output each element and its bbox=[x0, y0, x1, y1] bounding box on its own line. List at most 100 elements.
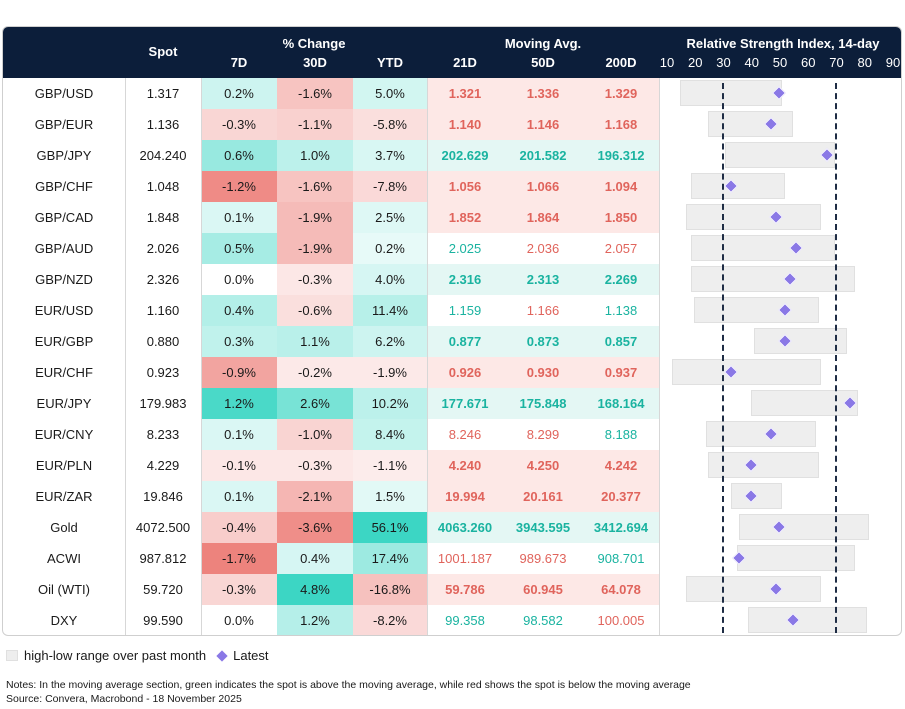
moving-avg-50d: 0.873 bbox=[503, 326, 583, 357]
change-ytd: 3.7% bbox=[353, 140, 427, 171]
moving-avg-200d: 1.138 bbox=[583, 295, 659, 326]
spot-value: 1.160 bbox=[146, 303, 180, 318]
change-7d: -0.3% bbox=[201, 109, 277, 140]
header-21d: 21D bbox=[453, 55, 477, 70]
change-ytd: 1.5% bbox=[353, 481, 427, 512]
change-7d: 0.1% bbox=[201, 202, 277, 233]
instrument-name: EUR/PLN bbox=[35, 458, 93, 473]
change-30d: -1.6% bbox=[277, 171, 353, 202]
moving-avg-21d: 0.877 bbox=[427, 326, 503, 357]
source-text: Source: Convera, Macrobond - 18 November… bbox=[6, 693, 242, 705]
spot-value: 987.812 bbox=[139, 551, 187, 566]
instrument-name: ACWI bbox=[47, 551, 81, 566]
rsi-tick-label: 70 bbox=[829, 55, 844, 70]
moving-avg-50d: 1.166 bbox=[503, 295, 583, 326]
spot-value: 8.233 bbox=[146, 427, 180, 442]
change-ytd: 0.2% bbox=[353, 233, 427, 264]
moving-avg-21d: 2.316 bbox=[427, 264, 503, 295]
rsi-tick-label: 90 bbox=[885, 55, 901, 70]
change-7d: -0.1% bbox=[201, 450, 277, 481]
moving-avg-21d: 1.321 bbox=[427, 78, 503, 109]
moving-avg-200d: 20.377 bbox=[583, 481, 659, 512]
header-ytd: YTD bbox=[377, 55, 403, 70]
instrument-name: GBP/EUR bbox=[34, 117, 94, 132]
moving-avg-50d: 1.336 bbox=[503, 78, 583, 109]
instrument-name: EUR/GBP bbox=[34, 334, 94, 349]
legend-latest-label: Latest bbox=[233, 648, 269, 663]
table-row: GBP/USD 1.317 0.2% -1.6% 5.0% 1.321 1.336 1.329 bbox=[3, 78, 901, 109]
rsi-range-bar bbox=[705, 421, 816, 447]
change-30d: 4.8% bbox=[277, 574, 353, 605]
moving-avg-21d: 59.786 bbox=[427, 574, 503, 605]
table-row: EUR/CHF 0.923 -0.9% -0.2% -1.9% 0.926 0.930 0.9… bbox=[3, 357, 901, 388]
rsi-range-bar bbox=[680, 80, 782, 106]
moving-avg-50d: 1.146 bbox=[503, 109, 583, 140]
moving-avg-200d: 196.312 bbox=[583, 140, 659, 171]
moving-avg-50d: 989.673 bbox=[503, 543, 583, 574]
table-row: EUR/PLN 4.229 -0.1% -0.3% -1.1% 4.240 4.250 4.2… bbox=[3, 450, 901, 481]
rsi-range-bar bbox=[694, 297, 819, 323]
change-7d: 0.6% bbox=[201, 140, 277, 171]
table-row: EUR/ZAR 19.846 0.1% -2.1% 1.5% 19.994 20.161 20… bbox=[3, 481, 901, 512]
moving-avg-200d: 4.242 bbox=[583, 450, 659, 481]
spot-value: 19.846 bbox=[143, 489, 183, 504]
spot-value: 204.240 bbox=[139, 148, 187, 163]
change-30d: -1.6% bbox=[277, 78, 353, 109]
change-7d: 0.5% bbox=[201, 233, 277, 264]
moving-avg-50d: 20.161 bbox=[503, 481, 583, 512]
moving-avg-200d: 168.164 bbox=[583, 388, 659, 419]
moving-avg-200d: 8.188 bbox=[583, 419, 659, 450]
moving-avg-200d: 1.329 bbox=[583, 78, 659, 109]
change-ytd: 17.4% bbox=[353, 543, 427, 574]
moving-avg-200d: 2.269 bbox=[583, 264, 659, 295]
header-spot: Spot bbox=[148, 44, 178, 59]
moving-avg-50d: 98.582 bbox=[503, 605, 583, 635]
moving-avg-200d: 3412.694 bbox=[583, 512, 659, 543]
rsi-range-bar bbox=[691, 235, 836, 261]
moving-avg-21d: 19.994 bbox=[427, 481, 503, 512]
table-row: EUR/GBP 0.880 0.3% 1.1% 6.2% 0.877 0.873 0.857 bbox=[3, 326, 901, 357]
divider bbox=[427, 78, 428, 635]
change-ytd: 10.2% bbox=[353, 388, 427, 419]
spot-value: 1.848 bbox=[146, 210, 180, 225]
rsi-range-bar bbox=[685, 576, 822, 602]
change-7d: -1.7% bbox=[201, 543, 277, 574]
change-ytd: 11.4% bbox=[353, 295, 427, 326]
change-ytd: 6.2% bbox=[353, 326, 427, 357]
rsi-threshold-line bbox=[834, 83, 837, 633]
moving-avg-21d: 1.056 bbox=[427, 171, 503, 202]
instrument-name: EUR/USD bbox=[34, 303, 94, 318]
moving-avg-200d: 64.078 bbox=[583, 574, 659, 605]
spot-value: 99.590 bbox=[143, 613, 183, 628]
spot-value: 1.317 bbox=[146, 86, 180, 101]
rsi-range-bar bbox=[736, 545, 856, 571]
instrument-name: GBP/USD bbox=[34, 86, 94, 101]
change-ytd: 5.0% bbox=[353, 78, 427, 109]
divider bbox=[125, 78, 126, 635]
rsi-range-bar bbox=[725, 142, 836, 168]
rsi-tick-label: 10 bbox=[659, 55, 675, 70]
change-7d: 0.3% bbox=[201, 326, 277, 357]
table-row: ACWI 987.812 -1.7% 0.4% 17.4% 1001.187 989.673… bbox=[3, 543, 901, 574]
moving-avg-21d: 202.629 bbox=[427, 140, 503, 171]
divider bbox=[659, 78, 660, 635]
spot-value: 59.720 bbox=[143, 582, 183, 597]
range-swatch bbox=[6, 650, 18, 661]
moving-avg-200d: 0.857 bbox=[583, 326, 659, 357]
moving-avg-200d: 0.937 bbox=[583, 357, 659, 388]
moving-avg-21d: 1.140 bbox=[427, 109, 503, 140]
instrument-name: Gold bbox=[50, 520, 78, 535]
moving-avg-21d: 1.852 bbox=[427, 202, 503, 233]
table-header: Spot % Change 7D 30D YTD Moving Avg. 21D… bbox=[3, 27, 901, 78]
change-30d: 0.4% bbox=[277, 543, 353, 574]
change-30d: -1.9% bbox=[277, 233, 353, 264]
moving-avg-21d: 2.025 bbox=[427, 233, 503, 264]
spot-value: 4.229 bbox=[146, 458, 180, 473]
rsi-range-bar bbox=[671, 359, 822, 385]
spot-value: 4072.500 bbox=[135, 520, 191, 535]
moving-avg-50d: 1.864 bbox=[503, 202, 583, 233]
instrument-name: GBP/CAD bbox=[34, 210, 94, 225]
rsi-range-bar bbox=[708, 452, 819, 478]
change-7d: -0.4% bbox=[201, 512, 277, 543]
moving-avg-21d: 1.159 bbox=[427, 295, 503, 326]
